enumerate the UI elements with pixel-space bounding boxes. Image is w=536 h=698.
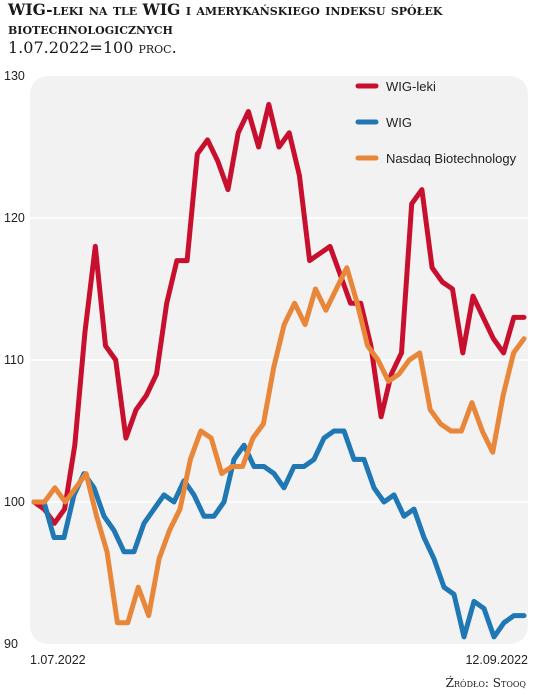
series-line-1 (31, 428, 527, 640)
series-line-2 (31, 265, 527, 626)
line-chart: 90 100 110 120 130 WIG-leki WIG Nasdaq Biotech… (4, 69, 528, 667)
y-tick-label: 120 (4, 211, 25, 225)
source-note: Źródło: Stooq (445, 676, 526, 690)
series-lines (31, 101, 527, 640)
legend-label: Nasdaq Biotechnology (386, 151, 517, 166)
x-axis-labels: 1.07.2022 12.09.2022 (30, 653, 528, 667)
legend: WIG-leki WIG Nasdaq Biotechnology (355, 79, 517, 166)
legend-label: WIG-leki (386, 79, 436, 94)
x-end-label: 12.09.2022 (465, 653, 528, 667)
chart-title: WIG-leki na tle WIG i amerykańskiego ind… (8, 0, 443, 38)
y-tick-label: 90 (4, 637, 18, 651)
y-axis-ticks: 90 100 110 120 130 (4, 69, 25, 651)
chart-subtitle: 1.07.2022=100 proc. (8, 38, 177, 58)
y-tick-label: 110 (4, 353, 24, 367)
subtitle-base: 1.07.2022=100 (8, 38, 134, 57)
subtitle-unit: proc. (138, 38, 177, 57)
y-tick-label: 100 (4, 495, 25, 509)
legend-label: WIG (386, 115, 412, 130)
x-start-label: 1.07.2022 (30, 653, 86, 667)
y-tick-label: 130 (4, 69, 25, 83)
series-line-0 (31, 101, 527, 526)
